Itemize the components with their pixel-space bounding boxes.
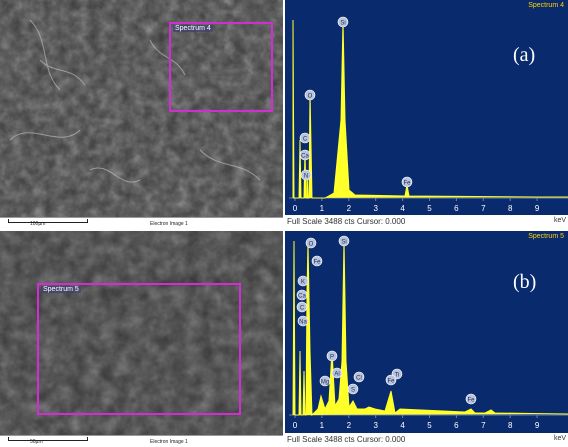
element-marker: [465, 393, 477, 405]
x-tick-label: 2: [347, 421, 352, 430]
spectrum-box-a: Spectrum 4: [169, 22, 273, 112]
element-marker-label: O: [309, 242, 314, 248]
element-marker: [385, 374, 397, 386]
element-marker-label: O: [308, 94, 313, 100]
element-marker: [299, 132, 311, 144]
element-marker: [296, 289, 308, 301]
x-tick-label: 1: [320, 204, 325, 213]
x-tick-label: 7: [481, 204, 486, 213]
element-marker: [297, 315, 309, 327]
spectrum-title-b: Spectrum 5: [528, 233, 564, 240]
element-marker: [347, 383, 359, 395]
element-marker: [401, 176, 413, 188]
image-label-b: Electron Image 1: [150, 439, 188, 445]
scale-bar-a: [8, 219, 88, 223]
element-marker-label: Si: [340, 21, 345, 27]
x-tick-label: 9: [535, 421, 540, 430]
x-tick-label: 8: [508, 421, 513, 430]
x-tick-label: 6: [454, 204, 459, 213]
sem-texture-a: [0, 0, 283, 229]
element-marker: [296, 301, 308, 313]
element-marker-label: S: [351, 388, 355, 394]
element-marker-label: K: [301, 280, 305, 286]
x-tick-label: 4: [400, 204, 405, 213]
scale-label-b: 50µm: [30, 439, 43, 445]
kev-label-b: keV: [553, 435, 566, 442]
element-marker-label: Fe: [313, 260, 321, 266]
x-tick-label: 0: [293, 421, 298, 430]
sem-texture-b: [0, 231, 283, 447]
x-tick-label: 3: [373, 421, 378, 430]
element-marker-label: N: [304, 174, 308, 180]
element-marker-label: Cl: [356, 376, 362, 382]
sem-footer-b: 50µm Electron Image 1: [0, 435, 283, 447]
element-marker: [300, 169, 312, 181]
image-label-a: Electron Image 1: [150, 221, 188, 227]
element-marker-label: P: [330, 355, 334, 361]
element-marker-label: Ti: [395, 373, 400, 379]
element-marker: [326, 350, 338, 362]
element-marker: [319, 375, 331, 387]
scale-bar-b: [8, 437, 88, 441]
x-tick-label: 3: [373, 204, 378, 213]
element-marker-label: Na: [299, 320, 307, 326]
x-tick-label: 9: [535, 204, 540, 213]
eds-footer-b: Full Scale 3488 cts Cursor: 0.000 keV: [285, 433, 568, 447]
element-marker-label: Ca: [301, 154, 309, 160]
x-tick-label: 5: [427, 204, 432, 213]
eds-footer-a: Full Scale 3488 cts Cursor: 0.000 keV: [285, 215, 568, 229]
element-marker-label: Si: [341, 240, 346, 246]
panel-label-a: (a): [513, 44, 536, 66]
spectrum-box-b: Spectrum 5: [37, 283, 241, 415]
eds-plot-a: 0 1 2 3 4 5 6 7 8 9 Si O C Ca N Fe: [289, 16, 568, 213]
panel-label-b: (b): [513, 271, 537, 293]
eds-footer-text-a: Full Scale 3488 cts Cursor: 0.000: [287, 217, 406, 226]
sem-image-a: Spectrum 4 100µm Electron Image 1: [0, 0, 283, 229]
x-tick-label: 2: [347, 204, 352, 213]
x-tick-label: 6: [454, 421, 459, 430]
x-tick-label: 5: [427, 421, 432, 430]
element-marker-label: Ca: [298, 294, 306, 300]
x-tick-label: 4: [400, 421, 405, 430]
x-tick-label: 7: [481, 421, 486, 430]
kev-label-a: keV: [553, 217, 566, 224]
element-marker: [305, 237, 317, 249]
spectrum-box-label-a: Spectrum 4: [173, 25, 213, 32]
x-tick-label: 8: [508, 204, 513, 213]
x-tick-label: 1: [320, 421, 325, 430]
sem-footer-a: 100µm Electron Image 1: [0, 217, 283, 229]
element-marker-label: Al: [334, 372, 339, 378]
element-marker-label: Mg: [321, 380, 329, 386]
eds-footer-text-b: Full Scale 3488 cts Cursor: 0.000: [287, 435, 406, 444]
element-marker-label: C: [303, 137, 308, 143]
sem-image-b: Spectrum 5 50µm Electron Image 1: [0, 231, 283, 447]
element-marker: [337, 16, 349, 28]
element-marker-label: Fe: [467, 398, 475, 404]
element-marker: [297, 275, 309, 287]
element-marker: [311, 255, 323, 267]
x-tick-label: 0: [293, 204, 298, 213]
spectrum-title-a: Spectrum 4: [528, 2, 564, 9]
element-marker: [299, 149, 311, 161]
scale-label-a: 100µm: [30, 221, 46, 227]
element-marker-label: Fe: [403, 181, 411, 187]
element-marker-label: C: [300, 306, 305, 312]
element-marker: [353, 371, 365, 383]
spectrum-box-label-b: Spectrum 5: [41, 286, 81, 293]
element-marker: [304, 89, 316, 101]
element-marker-label: Fe: [387, 379, 395, 385]
element-marker: [338, 235, 350, 247]
eds-spectrum-a: 0 1 2 3 4 5 6 7 8 9 Si O C Ca N Fe Spectrum 4 (a) Full…: [285, 0, 568, 229]
element-marker: [331, 367, 343, 379]
